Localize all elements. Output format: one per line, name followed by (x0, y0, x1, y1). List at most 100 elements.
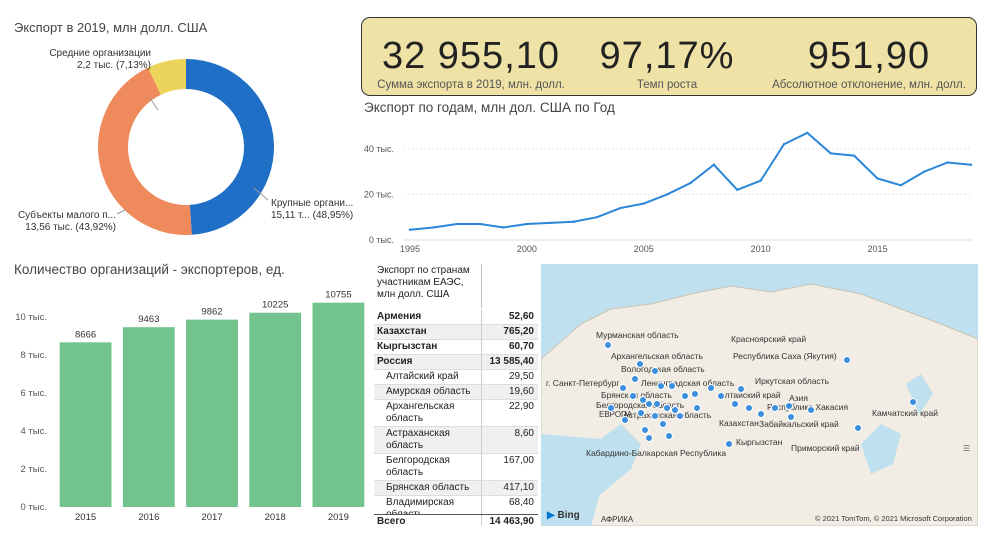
line-point[interactable] (549, 221, 552, 225)
map-label-primorsky: Приморский край (791, 443, 860, 453)
map-marker[interactable] (619, 384, 627, 392)
line-point[interactable] (595, 216, 599, 219)
table-row: Армения 52,60 (374, 310, 538, 325)
map-marker[interactable] (787, 413, 795, 421)
map-land (541, 283, 978, 526)
bar-2016[interactable] (122, 327, 175, 507)
donut-label-medium-value: 2,2 тыс. (7,13%) (77, 60, 151, 71)
map-marker[interactable] (731, 400, 739, 408)
donut-slice-medium[interactable] (147, 59, 186, 95)
map-marker[interactable] (671, 406, 679, 414)
map-marker[interactable] (807, 406, 815, 414)
map-marker[interactable] (717, 392, 725, 400)
line-point[interactable] (899, 184, 903, 187)
map-marker[interactable] (641, 426, 649, 434)
map-marker[interactable] (854, 424, 862, 432)
map-label-altai: Алтайский край (719, 390, 781, 400)
line-point[interactable] (525, 222, 529, 226)
line-point[interactable] (759, 179, 762, 182)
bar-2018[interactable] (249, 312, 302, 507)
line-point[interactable] (969, 163, 973, 166)
map-marker[interactable] (636, 360, 644, 368)
bar-2015[interactable] (59, 342, 112, 507)
map-scale-icon[interactable]: ☰ (963, 444, 971, 453)
table-cell-name: Архангельская область (374, 400, 482, 426)
line-point[interactable] (829, 152, 832, 155)
map-marker[interactable] (651, 367, 659, 375)
map-marker[interactable] (637, 409, 645, 417)
donut-label-small-name: Субъекты малого п... (18, 209, 116, 221)
map-marker[interactable] (745, 404, 753, 412)
line-point[interactable] (689, 181, 692, 185)
kpi-total-export-value: 32 955,10 (381, 35, 561, 77)
line-point[interactable] (572, 220, 575, 223)
line-point[interactable] (455, 222, 458, 226)
map-marker[interactable] (909, 398, 917, 406)
map-marker[interactable] (631, 375, 639, 383)
map-marker[interactable] (645, 434, 653, 442)
map-marker[interactable] (653, 400, 661, 408)
table-cell-value: 8,60 (514, 428, 534, 439)
line-point[interactable] (619, 206, 622, 210)
line-point[interactable] (665, 193, 669, 196)
line-point[interactable] (502, 226, 505, 229)
kpi-growth-label: Темп роста (636, 79, 698, 91)
map-marker[interactable] (621, 416, 629, 424)
map-marker[interactable] (691, 390, 699, 398)
map-marker[interactable] (757, 410, 765, 418)
map-marker[interactable] (843, 356, 851, 364)
line-point[interactable] (923, 170, 926, 173)
line-series[interactable] (409, 131, 972, 231)
line-point[interactable] (806, 131, 809, 135)
map-marker[interactable] (665, 432, 673, 440)
map-view[interactable]: Мурманская область Красноярский край Арх… (541, 264, 978, 526)
kpi-deviation-label: Абсолютное отклонение, млн. долл. (772, 79, 966, 91)
line-point[interactable] (478, 222, 482, 226)
line-point[interactable] (946, 161, 949, 164)
bar-data-label: 9862 (201, 307, 222, 318)
kpi-growth-value: 97,17% (599, 35, 735, 77)
line-point[interactable] (736, 188, 739, 192)
map-copyright: © 2021 TomTom, © 2021 Microsoft Corporat… (815, 514, 972, 523)
kpi-total-export-label: Сумма экспорта в 2019, млн. долл. (377, 79, 565, 91)
map-marker[interactable] (668, 382, 676, 390)
map-marker[interactable] (629, 392, 637, 400)
line-point[interactable] (876, 177, 879, 180)
map-marker[interactable] (607, 404, 615, 412)
map-marker[interactable] (693, 404, 701, 412)
line-point[interactable] (712, 163, 716, 166)
bar-data-label: 9463 (138, 314, 159, 325)
line-point[interactable] (432, 226, 435, 229)
bar-2017[interactable] (186, 319, 238, 507)
line-xtick-label: 1995 (400, 244, 420, 254)
map-marker[interactable] (604, 341, 612, 349)
map-marker[interactable] (785, 402, 793, 410)
bar-ytick-label: 0 тыс. (21, 502, 48, 513)
kpi-deviation-value: 951,90 (807, 35, 931, 77)
map-marker[interactable] (663, 404, 671, 412)
line-point[interactable] (408, 228, 412, 231)
donut-slice-large[interactable] (186, 59, 275, 235)
map-marker[interactable] (645, 400, 653, 408)
map-marker[interactable] (676, 412, 684, 420)
bar-2019[interactable] (312, 302, 365, 507)
map-marker[interactable] (657, 382, 665, 390)
map-marker[interactable] (725, 440, 733, 448)
line-point[interactable] (852, 154, 856, 157)
line-ytick-label: 40 тыс. (364, 144, 394, 154)
line-point[interactable] (782, 143, 786, 146)
map-marker[interactable] (737, 385, 745, 393)
donut-slice-small[interactable] (97, 67, 192, 235)
line-point[interactable] (642, 202, 645, 205)
map-marker[interactable] (771, 404, 779, 412)
table-row: Алтайский край 29,50 (374, 370, 538, 385)
table-cell-value: 417,10 (503, 482, 534, 493)
map-marker[interactable] (651, 412, 659, 420)
map-marker[interactable] (707, 384, 715, 392)
bing-logo: ▶ Bing (547, 510, 580, 521)
map-marker[interactable] (659, 420, 667, 428)
table-cell-value: 52,60 (508, 311, 534, 322)
map-marker[interactable] (681, 392, 689, 400)
map-label-kyrgyzstan: Кыргызстан (736, 437, 783, 447)
donut-chart: Средние организации 2,2 тыс. (7,13%) Кру… (18, 48, 353, 235)
